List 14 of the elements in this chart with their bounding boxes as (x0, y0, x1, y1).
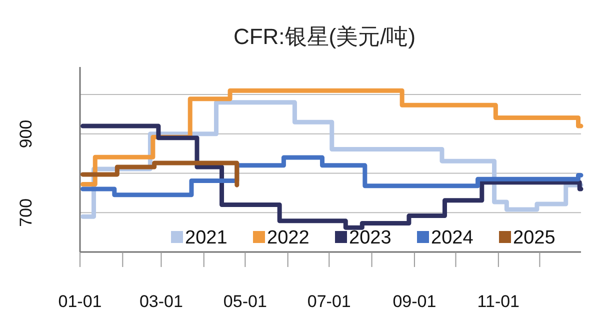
y-tick-label: 900 (16, 120, 36, 148)
x-tick-label: 11-01 (477, 292, 520, 311)
x-tick-label: 05-01 (223, 292, 267, 311)
chart-title: CFR:银星(美元/吨) (233, 24, 416, 49)
legend-label: 2025 (513, 228, 556, 248)
y-tick-label: 700 (16, 198, 36, 227)
legend-label: 2024 (431, 228, 474, 248)
x-tick-label: 07-01 (307, 292, 351, 311)
x-tick-label: 01-01 (58, 292, 102, 311)
x-tick-label: 03-01 (139, 292, 183, 311)
x-tick-label: 09-01 (392, 292, 436, 311)
legend-label: 2023 (349, 228, 392, 248)
legend-label: 2021 (185, 228, 228, 248)
legend-label: 2022 (267, 228, 310, 248)
